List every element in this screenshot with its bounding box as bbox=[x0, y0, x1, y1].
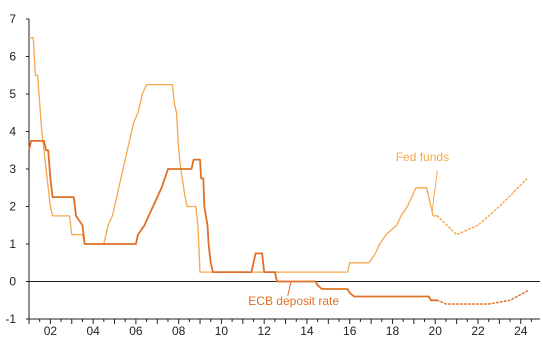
y-tick-label: 0 bbox=[9, 275, 16, 289]
x-tick-label: 20 bbox=[429, 324, 443, 337]
fed-series-line bbox=[29, 37, 438, 273]
annotations: Fed funds ECB deposit rate bbox=[248, 150, 449, 308]
x-tick-label: 08 bbox=[172, 324, 186, 337]
x-tick-label: 18 bbox=[386, 324, 400, 337]
y-tick-label: 2 bbox=[9, 200, 16, 214]
fed-funds-label: Fed funds bbox=[396, 150, 449, 164]
fed-funds-leader-line bbox=[431, 170, 438, 213]
x-tick-label: 04 bbox=[86, 324, 100, 337]
ecb-deposit-label: ECB deposit rate bbox=[248, 294, 339, 308]
y-tick-label: 6 bbox=[9, 50, 16, 64]
x-tick-label: 12 bbox=[258, 324, 272, 337]
ecb-series-line bbox=[28, 140, 438, 302]
y-tick-label: 1 bbox=[9, 237, 16, 251]
y-tick-label: 4 bbox=[9, 125, 16, 139]
x-tick-label: 06 bbox=[129, 324, 143, 337]
x-tick-label: 24 bbox=[514, 324, 528, 337]
x-tick-label: 16 bbox=[343, 324, 357, 337]
x-tick-label: 22 bbox=[471, 324, 485, 337]
series-layer bbox=[28, 37, 528, 305]
y-tick-label: 7 bbox=[9, 12, 16, 26]
ecb-deposit-leader-line bbox=[287, 282, 292, 296]
y-tick-label: 3 bbox=[9, 162, 16, 176]
x-tick-label: 10 bbox=[215, 324, 229, 337]
x-tick-label: 14 bbox=[300, 324, 314, 337]
y-tick-label: -1 bbox=[5, 312, 16, 326]
x-tick-label: 02 bbox=[44, 324, 58, 337]
ecb-forecast-line bbox=[436, 290, 528, 305]
fed-forecast-line bbox=[436, 177, 528, 236]
y-tick-label: 5 bbox=[9, 87, 16, 101]
